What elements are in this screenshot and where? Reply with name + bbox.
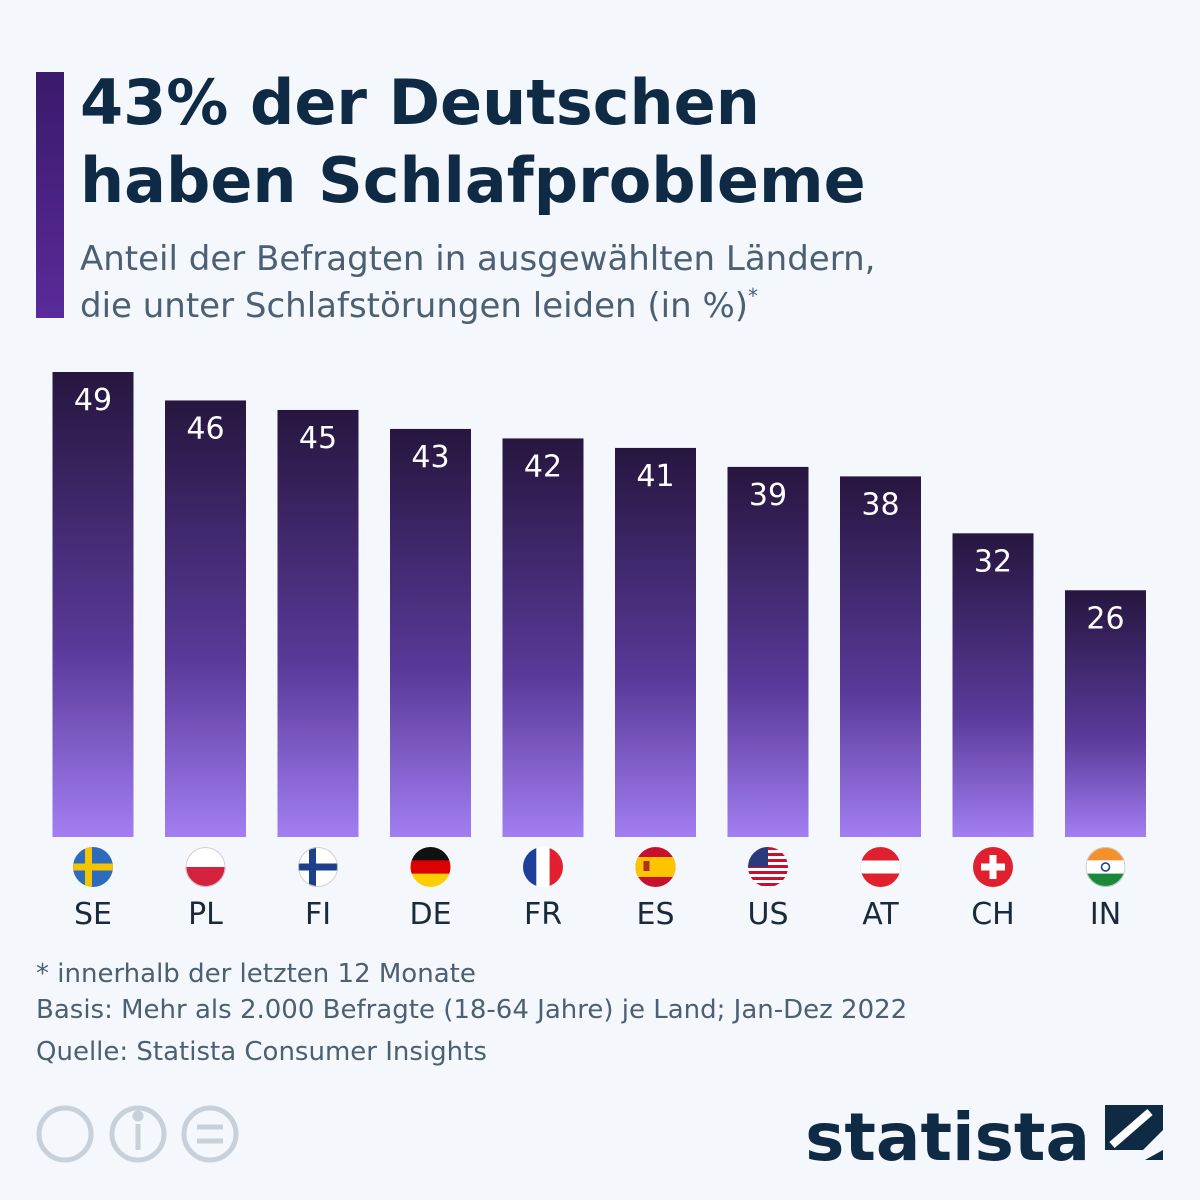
category-label: AT xyxy=(862,897,899,932)
bar xyxy=(52,372,134,837)
bar xyxy=(840,476,921,837)
value-label: 45 xyxy=(299,421,337,456)
brand-logo-stroke xyxy=(1109,1108,1153,1149)
value-label: 26 xyxy=(1086,601,1124,636)
bar xyxy=(727,466,809,837)
flag xyxy=(635,847,676,887)
flag xyxy=(298,847,338,887)
flag xyxy=(523,847,563,887)
value-label: 46 xyxy=(186,411,224,446)
bar xyxy=(615,447,696,837)
flag xyxy=(410,847,451,887)
flag xyxy=(1085,847,1126,887)
license-icons xyxy=(36,1105,239,1163)
bar xyxy=(502,438,584,837)
category-label: PL xyxy=(188,897,223,932)
bar xyxy=(952,533,1034,837)
category-label: FR xyxy=(524,897,562,932)
accent-bar xyxy=(36,72,64,318)
category-label: US xyxy=(747,897,788,932)
value-label: 38 xyxy=(861,487,899,522)
title-line: 43% der Deutschen xyxy=(80,66,760,139)
value-label: 49 xyxy=(74,383,112,418)
category-label: IN xyxy=(1090,897,1121,932)
bar xyxy=(390,428,471,837)
flag xyxy=(973,847,1013,887)
value-label: 43 xyxy=(411,440,449,475)
value-label: 41 xyxy=(636,459,674,494)
category-label: ES xyxy=(637,897,675,932)
subtitle-line: die unter Schlafstörungen leiden (in %)* xyxy=(80,284,758,326)
flag xyxy=(185,847,226,887)
flag xyxy=(73,847,113,887)
brand: statista xyxy=(805,1099,1090,1176)
flag xyxy=(860,847,901,887)
category-label: CH xyxy=(971,897,1015,932)
brand-logo xyxy=(1105,1105,1163,1160)
category-label: SE xyxy=(74,897,112,932)
category-label: FI xyxy=(305,897,331,932)
subtitle-line: Anteil der Befragten in ausgewählten Län… xyxy=(80,239,875,279)
value-label: 32 xyxy=(974,544,1012,579)
footnote: * innerhalb der letzten 12 Monate xyxy=(36,959,476,989)
value-label: 42 xyxy=(524,449,562,484)
subtitle-marker: * xyxy=(748,284,758,308)
flags xyxy=(73,847,1126,887)
bar xyxy=(1065,590,1146,837)
category-label: DE xyxy=(409,897,451,932)
title-line: haben Schlafprobleme xyxy=(80,144,866,217)
subtitle-text: die unter Schlafstörungen leiden (in %) xyxy=(80,286,748,326)
footnote: Quelle: Statista Consumer Insights xyxy=(36,1037,487,1067)
bar xyxy=(165,400,246,837)
bar xyxy=(277,409,359,837)
footnote: Basis: Mehr als 2.000 Befragte (18-64 Ja… xyxy=(36,995,907,1025)
flag xyxy=(748,847,788,887)
bars: 49 SE 46 PL 45 FI 43 DE 42 FR 41 ES 39 US 38 AT 32 CH 26 IN xyxy=(52,372,1146,932)
value-label: 39 xyxy=(749,478,787,513)
